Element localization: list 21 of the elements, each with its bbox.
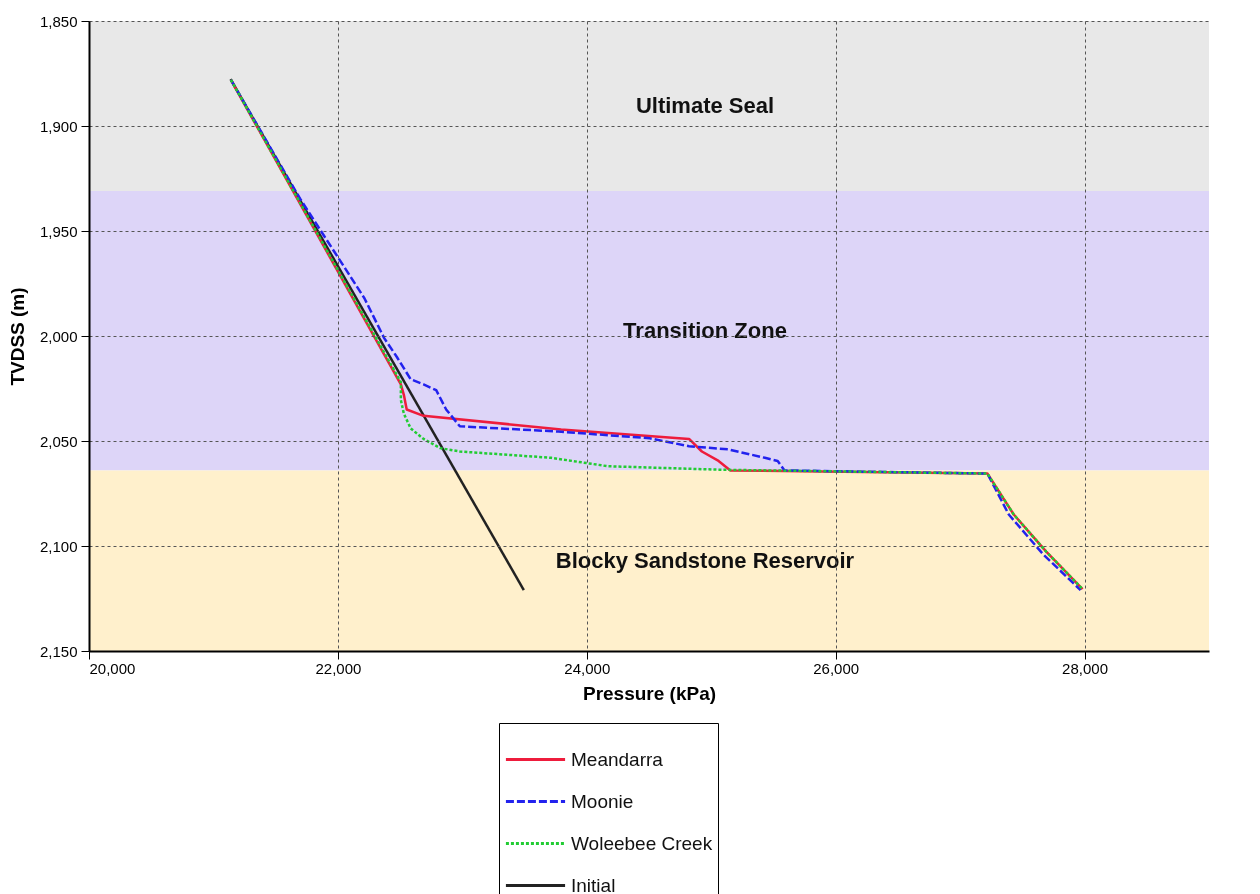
legend-label: Woleebee Creek	[571, 832, 713, 854]
y-tick-label: 1,850	[39, 12, 78, 30]
y-tick-label: 2,100	[39, 537, 78, 555]
y-axis-title: TVDSS (m)	[6, 287, 28, 386]
x-tick-label: 22,000	[315, 659, 362, 677]
y-tick-label: 2,150	[39, 642, 78, 660]
band-label: Blocky Sandstone Reservoir	[555, 547, 855, 573]
legend-label: Moonie	[571, 790, 634, 812]
legend-label: Meandarra	[571, 748, 664, 770]
x-tick-label: 28,000	[1062, 659, 1108, 677]
y-tick-label: 2,000	[39, 327, 78, 345]
y-tick-label: 2,050	[39, 432, 78, 450]
x-tick-label: 26,000	[813, 659, 860, 677]
band-label: Transition Zone	[623, 317, 787, 343]
y-tick-label: 1,900	[39, 117, 78, 135]
x-tick-label: 24,000	[564, 659, 611, 677]
x-tick-label: 20,000	[89, 659, 136, 677]
legend-label: Initial	[571, 874, 616, 894]
y-tick-label: 1,950	[39, 222, 78, 240]
x-axis-title: Pressure (kPa)	[582, 682, 717, 704]
band-label: Ultimate Seal	[635, 93, 775, 119]
